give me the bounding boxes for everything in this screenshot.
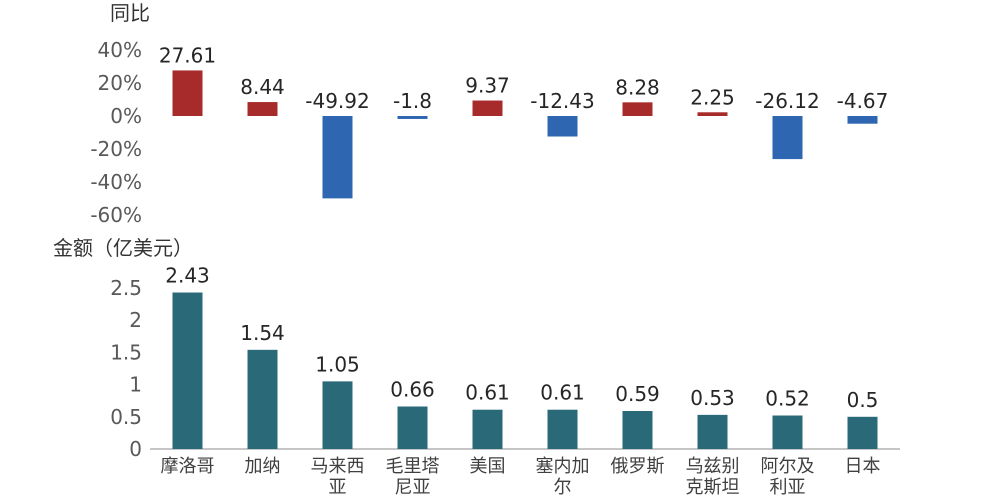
amount-value-label: 0.5 [847,388,879,412]
yoy-bar [622,102,653,116]
category-label: 毛里塔尼亚 [386,456,440,498]
yoy-bar [397,116,428,119]
amount-value-label: 0.59 [615,382,660,406]
yoy-value-label: 2.25 [690,85,735,109]
yoy-value-label: 8.28 [615,75,660,99]
category-label: 塞内加尔 [536,456,590,498]
yoy-bars [172,70,878,199]
amount-bar [397,406,428,449]
yoy-bar [847,116,878,124]
amount-value-label: 1.54 [240,321,285,345]
amount-panel: 金额（亿美元） 2.5 2 1.5 1 0.5 0 2.43 1.54 1.05 0.66 0.6… [53,236,900,498]
yoy-tick-label: -40% [90,170,142,194]
amount-axis-title: 金额（亿美元） [53,236,193,260]
yoy-bar [472,100,503,116]
yoy-y-ticks: 40% 20% 0% -20% -40% -60% [90,38,142,227]
yoy-tick-label: 40% [98,38,142,62]
amount-value-label: 0.66 [390,377,435,401]
amount-tick-label: 2.5 [110,276,142,300]
amount-bar [172,292,203,449]
amount-bars [172,292,878,449]
yoy-bar [247,102,278,116]
yoy-bar [772,116,803,160]
category-label: 摩洛哥 [161,456,215,477]
amount-tick-label: 1.5 [110,340,142,364]
amount-y-ticks: 2.5 2 1.5 1 0.5 0 [110,276,142,461]
yoy-tick-label: 0% [110,104,142,128]
yoy-value-label: 27.61 [159,43,216,67]
amount-value-label: 2.43 [165,264,210,288]
amount-tick-label: 0.5 [110,405,142,429]
yoy-tick-label: -20% [90,137,142,161]
category-label: 俄罗斯 [611,456,665,477]
amount-tick-label: 0 [129,437,142,461]
yoy-value-label: 9.37 [465,74,510,98]
amount-bar [472,409,503,449]
yoy-bar [172,70,203,116]
yoy-value-label: 8.44 [240,75,285,99]
amount-bar [697,414,728,449]
amount-bar [547,409,578,449]
amount-bar [247,349,278,449]
amount-value-label: 0.53 [690,386,735,410]
yoy-tick-label: -60% [90,203,142,227]
category-label: 日本 [845,456,881,477]
yoy-value-label: -49.92 [305,89,369,113]
amount-tick-label: 2 [129,308,142,332]
amount-value-label: 0.52 [765,387,810,411]
yoy-tick-label: 20% [98,71,142,95]
yoy-value-label: -26.12 [755,89,819,113]
yoy-bar [697,112,728,116]
yoy-growth-panel: 同比 40%20%0%-20%-40%-60% 27.618.44-49.92-… [90,1,888,227]
amount-bar [622,411,653,449]
amount-value-label: 0.61 [465,381,510,405]
amount-value-label: 0.61 [540,381,585,405]
yoy-axis-title: 同比 [110,1,150,25]
category-label: 马来西亚 [311,456,365,498]
yoy-value-label: -4.67 [837,89,889,113]
amount-bar [847,416,878,449]
category-label: 乌兹别克斯坦 [686,456,740,498]
amount-tick-label: 1 [129,373,142,397]
amount-bar [772,415,803,449]
amount-value-labels: 2.43 1.54 1.05 0.66 0.61 0.61 0.59 0.53 0.52 0.5 [165,264,878,412]
yoy-bar [547,116,578,137]
yoy-value-label: -1.8 [393,89,432,113]
yoy-bar [322,116,353,199]
yoy-value-label: -12.43 [530,89,594,113]
category-label: 美国 [470,456,506,477]
category-label: 阿尔及利亚 [761,456,815,498]
category-label: 加纳 [245,456,281,477]
amount-bar [322,381,353,449]
yoy-value-labels: 27.61 8.44 -49.92 -1.8 9.37 -12.43 8.28 2.25 -26… [159,43,889,113]
amount-value-label: 1.05 [315,352,360,376]
